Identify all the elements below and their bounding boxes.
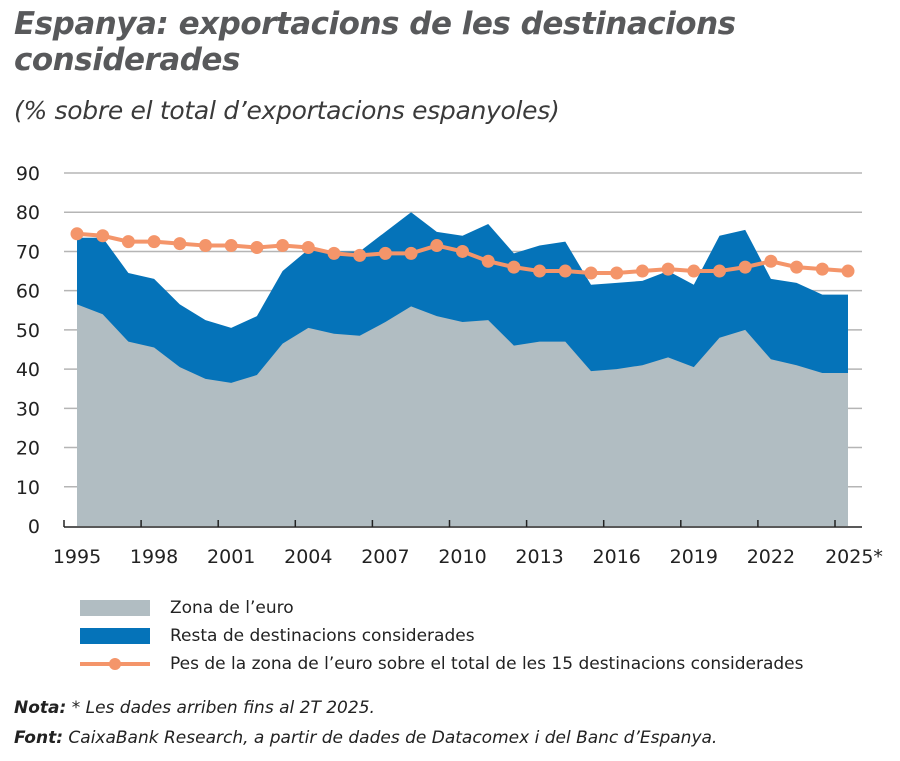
source-text: CaixaBank Research, a partir de dades de… — [63, 728, 718, 748]
point-euro-share — [558, 264, 572, 278]
point-euro-share — [764, 254, 778, 268]
y-tick-label: 40 — [16, 359, 40, 381]
x-tick-label: 2022 — [747, 546, 795, 568]
legend-item-rest: Resta de destinacions considerades — [80, 622, 804, 650]
y-tick-label: 60 — [16, 281, 40, 303]
legend-label: Resta de destinacions considerades — [170, 626, 475, 646]
point-euro-share — [276, 239, 290, 253]
area-euro-zone — [77, 304, 848, 526]
x-tick-label: 2019 — [670, 546, 718, 568]
point-euro-share — [687, 264, 701, 278]
x-tick-label: 1995 — [53, 546, 101, 568]
y-tick-label: 70 — [16, 241, 40, 263]
legend-swatch-rest — [80, 628, 150, 644]
point-euro-share — [70, 227, 84, 241]
y-tick-label: 80 — [16, 202, 40, 224]
point-euro-share — [173, 237, 187, 251]
chart-svg: 0 10 20 30 40 50 60 70 80 90 1995 1998 2001 2004 2007 2… — [16, 163, 883, 568]
point-euro-share — [250, 241, 264, 255]
legend-label: Pes de la zona de l’euro sobre el total … — [170, 654, 804, 674]
x-tick-label: 2007 — [361, 546, 409, 568]
x-tick-label: 2016 — [593, 546, 641, 568]
point-euro-share — [199, 239, 212, 253]
point-euro-share — [481, 254, 495, 268]
source: Font: CaixaBank Research, a partir de da… — [14, 728, 717, 748]
point-euro-share — [713, 264, 726, 278]
y-tick-label: 10 — [16, 477, 40, 499]
point-euro-share — [841, 264, 855, 278]
point-euro-share — [738, 260, 752, 274]
point-euro-share — [815, 262, 829, 276]
y-tick-label: 50 — [16, 320, 40, 342]
point-euro-share — [224, 239, 238, 253]
legend-item-share: Pes de la zona de l’euro sobre el total … — [80, 650, 804, 678]
point-euro-share — [610, 266, 624, 280]
point-euro-share — [661, 262, 675, 276]
y-tick-label: 30 — [16, 398, 40, 420]
point-euro-share — [404, 246, 418, 260]
legend-label: Zona de l’euro — [170, 598, 294, 618]
note-text: * Les dades arriben fins al 2T 2025. — [66, 698, 375, 718]
y-tick-label: 20 — [16, 438, 40, 460]
note-label: Nota: — [14, 698, 67, 718]
point-euro-share — [533, 264, 547, 278]
point-euro-share — [507, 260, 521, 274]
point-euro-share — [790, 260, 804, 274]
chart-title: Espanya: exportacions de les destinacion… — [14, 6, 736, 78]
legend-swatch-euro-zone — [80, 600, 150, 616]
point-euro-share — [96, 229, 110, 243]
x-tick-label: 2001 — [207, 546, 255, 568]
chart-subtitle: (% sobre el total d’exportacions espanyo… — [14, 96, 560, 125]
point-euro-share — [430, 239, 444, 253]
point-euro-share — [635, 264, 649, 278]
source-label: Font: — [14, 728, 63, 748]
legend-item-euro-zone: Zona de l’euro — [80, 594, 804, 622]
point-euro-share — [353, 248, 367, 262]
point-euro-share — [147, 235, 161, 249]
point-euro-share — [584, 266, 598, 280]
point-euro-share — [456, 244, 469, 258]
y-tick-label: 90 — [16, 163, 40, 185]
legend: Zona de l’euro Resta de destinacions con… — [80, 594, 804, 678]
x-tick-label: 2025* — [825, 546, 883, 568]
x-tick-label: 2004 — [284, 546, 332, 568]
point-euro-share — [121, 235, 135, 249]
point-euro-share — [327, 246, 341, 260]
point-euro-share — [301, 241, 315, 255]
x-tick-label: 1998 — [130, 546, 178, 568]
legend-swatch-share — [80, 658, 150, 670]
x-tick-label: 2010 — [438, 546, 486, 568]
footnote: Nota: * Les dades arriben fins al 2T 202… — [14, 698, 375, 718]
y-tick-label: 0 — [28, 516, 40, 538]
x-tick-label: 2013 — [515, 546, 563, 568]
point-euro-share — [378, 246, 392, 260]
